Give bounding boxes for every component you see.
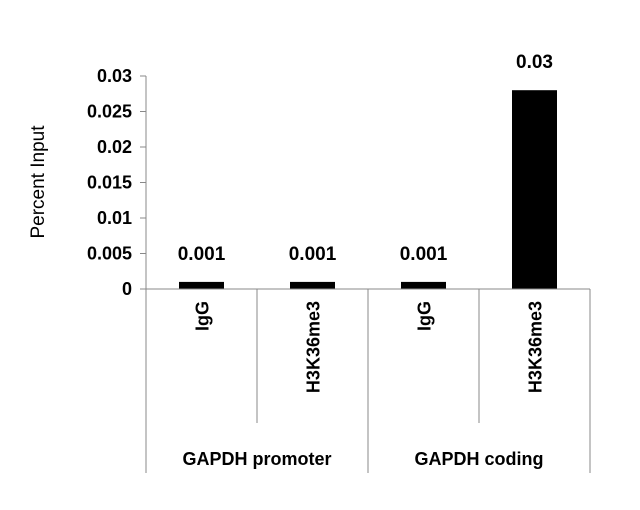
bar: [512, 90, 557, 289]
x-category-label: H3K36me3: [526, 301, 546, 393]
y-tick-label: 0: [122, 279, 132, 299]
data-label: 0.001: [289, 244, 337, 265]
y-axis-label: Percent Input: [28, 125, 49, 239]
bar: [401, 281, 446, 289]
data-label: 0.001: [178, 244, 226, 265]
y-tick-label: 0.005: [87, 244, 132, 264]
x-category-label: IgG: [193, 301, 213, 331]
y-tick-label: 0.025: [87, 102, 132, 122]
y-tick-label: 0.015: [87, 173, 132, 193]
y-tick-label: 0.03: [97, 66, 132, 86]
x-group-label: GAPDH coding: [415, 449, 544, 469]
data-label: 0.03: [516, 52, 553, 73]
y-tick-label: 0.02: [97, 137, 132, 157]
x-category-label: H3K36me3: [304, 301, 324, 393]
bar: [290, 281, 335, 289]
y-axis: 0 0.005 0.01 0.015 0.02 0.025 0.03: [87, 66, 147, 299]
x-category-label: IgG: [415, 301, 435, 331]
x-axis: IgG H3K36me3 IgG H3K36me3 GAPDH promoter GAPD…: [145, 288, 591, 473]
bar: [179, 281, 224, 289]
data-label: 0.001: [400, 244, 448, 265]
bars: 0.001 0.001 0.001 0.03: [178, 52, 557, 289]
x-group-label: GAPDH promoter: [182, 449, 331, 469]
y-tick-label: 0.01: [97, 208, 132, 228]
